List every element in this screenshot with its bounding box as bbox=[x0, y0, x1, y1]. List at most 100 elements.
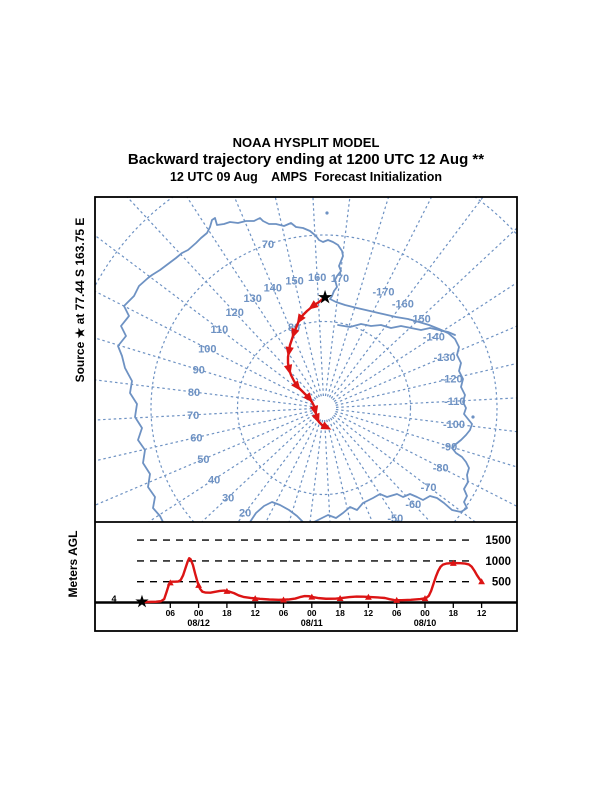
height-series-marker bbox=[308, 593, 316, 600]
time-tick-label: 12 bbox=[364, 608, 374, 618]
meridian-line bbox=[328, 418, 374, 522]
trajectory-marker bbox=[303, 392, 313, 403]
latitude-circle bbox=[150, 234, 498, 522]
meridian-line bbox=[265, 418, 320, 522]
longitude-label: 50 bbox=[197, 454, 209, 466]
trajectory-marker bbox=[309, 405, 319, 416]
longitude-label: -110 bbox=[444, 396, 465, 408]
height-gridline-label: 1500 bbox=[485, 535, 511, 547]
height-series-marker bbox=[421, 595, 429, 602]
trajectory-marker bbox=[291, 380, 301, 391]
height-series-marker bbox=[280, 596, 287, 603]
trajectory-marker bbox=[320, 421, 332, 430]
longitude-label: 170 bbox=[331, 273, 349, 285]
trajectory-marker bbox=[283, 364, 293, 375]
time-tick-label: 06 bbox=[279, 608, 289, 618]
longitude-label: 130 bbox=[243, 293, 261, 305]
meridian-line bbox=[95, 408, 313, 421]
meridian-line bbox=[334, 412, 517, 508]
latitude-circle bbox=[236, 320, 412, 496]
longitude-label: -70 bbox=[421, 482, 437, 494]
island-dot bbox=[471, 415, 475, 419]
meridian-line bbox=[95, 410, 313, 462]
longitude-label: 60 bbox=[190, 432, 202, 444]
longitude-label: 40 bbox=[208, 474, 220, 486]
time-tick-label: 12 bbox=[477, 608, 487, 618]
meridian-line bbox=[95, 234, 315, 402]
meridian-line bbox=[335, 397, 517, 408]
figure-frame bbox=[94, 196, 518, 632]
meridian-line bbox=[328, 197, 433, 398]
time-tick-label: 18 bbox=[335, 608, 345, 618]
source-star-icon: ★ bbox=[318, 290, 333, 307]
meridian-line bbox=[95, 337, 313, 406]
meridian-line bbox=[126, 197, 317, 400]
height-series-marker bbox=[166, 579, 174, 586]
meridian-line bbox=[335, 410, 517, 468]
height-series-marker bbox=[195, 581, 203, 588]
height-series-marker bbox=[223, 587, 231, 594]
start-height-glyph: 4 bbox=[111, 594, 116, 604]
title-trajectory: Backward trajectory ending at 1200 UTC 1… bbox=[127, 151, 485, 168]
meridian-line bbox=[288, 419, 322, 522]
meridian-line bbox=[333, 281, 517, 402]
longitude-label: 150 bbox=[285, 275, 303, 287]
trajectory-marker bbox=[311, 412, 320, 424]
meridian-line bbox=[309, 419, 324, 522]
time-tick-label: 00 bbox=[307, 608, 317, 618]
longitude-label: -160 bbox=[392, 298, 414, 310]
trajectory-marker bbox=[296, 313, 306, 325]
date-label: 08/11 bbox=[301, 618, 323, 628]
longitude-label: -120 bbox=[441, 374, 463, 386]
time-tick-label: 00 bbox=[194, 608, 204, 618]
meridian-line bbox=[200, 415, 316, 522]
time-tick-label: 06 bbox=[392, 608, 402, 618]
meridian-line bbox=[95, 412, 314, 506]
meridian-line bbox=[324, 419, 331, 522]
longitude-label: 140 bbox=[264, 282, 282, 294]
meridian-line bbox=[335, 408, 517, 433]
longitude-label: -100 bbox=[443, 419, 465, 431]
date-label: 08/10 bbox=[414, 618, 437, 628]
latitude-label: 70 bbox=[262, 239, 274, 251]
longitude-label: 90 bbox=[193, 365, 205, 377]
height-start-star-icon: ★ bbox=[135, 594, 149, 611]
meridian-line bbox=[331, 416, 432, 522]
height-series-marker bbox=[393, 596, 401, 603]
trajectory-marker bbox=[291, 327, 300, 339]
coastline-segment bbox=[249, 501, 304, 522]
meridian-line bbox=[312, 197, 324, 397]
longitude-label: -80 bbox=[433, 462, 449, 474]
longitude-label: 120 bbox=[225, 307, 243, 319]
longitude-label: -50 bbox=[387, 513, 403, 525]
meridian-line bbox=[326, 419, 351, 522]
coastline-segment bbox=[337, 323, 456, 336]
height-series-marker bbox=[365, 593, 372, 600]
longitude-label: -130 bbox=[434, 352, 456, 364]
time-tick-label: 18 bbox=[222, 608, 232, 618]
title-block: NOAA HYSPLIT MODEL Backward trajectory e… bbox=[0, 135, 612, 185]
longitude-label: -170 bbox=[372, 286, 394, 298]
height-series-marker bbox=[336, 594, 344, 601]
trajectory-marker bbox=[285, 346, 294, 357]
meridian-line bbox=[324, 197, 351, 397]
meridian-line bbox=[274, 197, 322, 397]
time-tick-label: 18 bbox=[449, 608, 459, 618]
longitude-label: 70 bbox=[187, 410, 199, 422]
title-initialization: 12 UTC 09 Aug AMPS Forecast Initializati… bbox=[169, 170, 443, 184]
time-tick-label: 00 bbox=[420, 608, 430, 618]
trajectory-marker bbox=[308, 300, 319, 310]
meridian-line bbox=[326, 197, 390, 397]
meridian-line bbox=[186, 197, 318, 399]
meridian-line bbox=[95, 379, 313, 408]
longitude-label: 160 bbox=[308, 272, 326, 284]
longitude-label: 30 bbox=[222, 492, 234, 504]
time-tick-label: 06 bbox=[166, 608, 176, 618]
meridian-line bbox=[334, 325, 517, 404]
meridian-line bbox=[335, 362, 517, 406]
longitude-label: 80 bbox=[188, 387, 200, 399]
